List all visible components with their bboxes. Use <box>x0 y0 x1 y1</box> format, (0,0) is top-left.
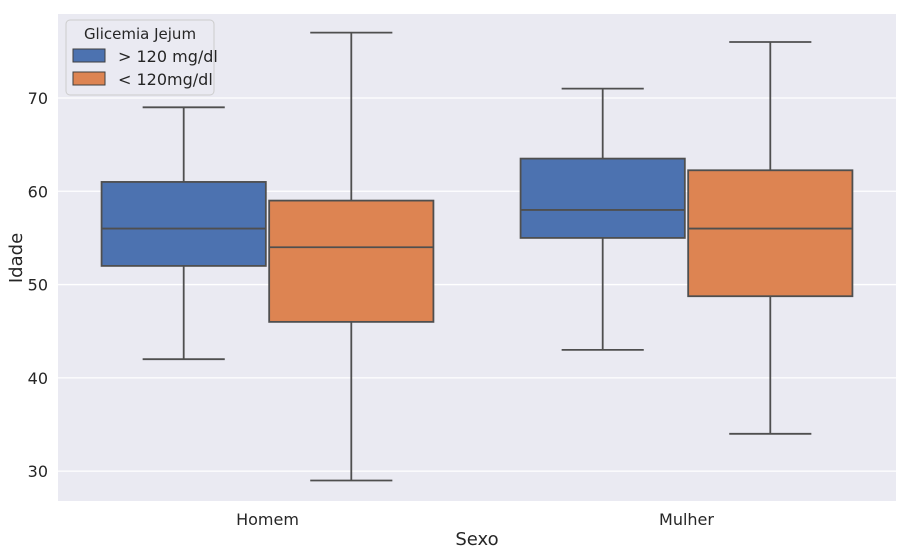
iqr-box-mulher-series-1 <box>687 169 854 298</box>
x-tick-label-mulher: Mulher <box>659 510 714 529</box>
iqr-box-homem-series-0 <box>100 181 267 267</box>
x-tick-label-homem: Homem <box>236 510 299 529</box>
x-tick-labels: Homem Mulher <box>236 510 714 529</box>
y-tick-label-30: 30 <box>28 462 48 481</box>
boxes <box>100 31 854 482</box>
legend: Glicemia Jejum > 120 mg/dl < 120mg/dl <box>65 19 218 96</box>
y-tick-label-70: 70 <box>28 89 48 108</box>
y-axis-label: Idade <box>6 233 27 283</box>
box-mulher-series-1 <box>687 41 854 435</box>
legend-title: Glicemia Jejum <box>84 25 196 43</box>
legend-swatch-lt-120 <box>72 71 106 86</box>
legend-swatch-gt-120 <box>72 48 106 63</box>
box-homem-series-1 <box>268 31 435 482</box>
box-mulher-series-0 <box>519 87 686 351</box>
box-homem-series-0 <box>100 106 267 361</box>
y-tick-label-60: 60 <box>28 182 48 201</box>
iqr-box-mulher-series-0 <box>519 157 686 239</box>
y-tick-labels: 30 40 50 60 70 <box>28 89 48 481</box>
iqr-box-homem-series-1 <box>268 199 435 323</box>
legend-label-lt-120: < 120mg/dl <box>118 70 213 89</box>
legend-label-gt-120: > 120 mg/dl <box>118 47 218 66</box>
y-tick-label-50: 50 <box>28 276 48 295</box>
y-tick-label-40: 40 <box>28 369 48 388</box>
x-axis-label: Sexo <box>455 529 498 550</box>
